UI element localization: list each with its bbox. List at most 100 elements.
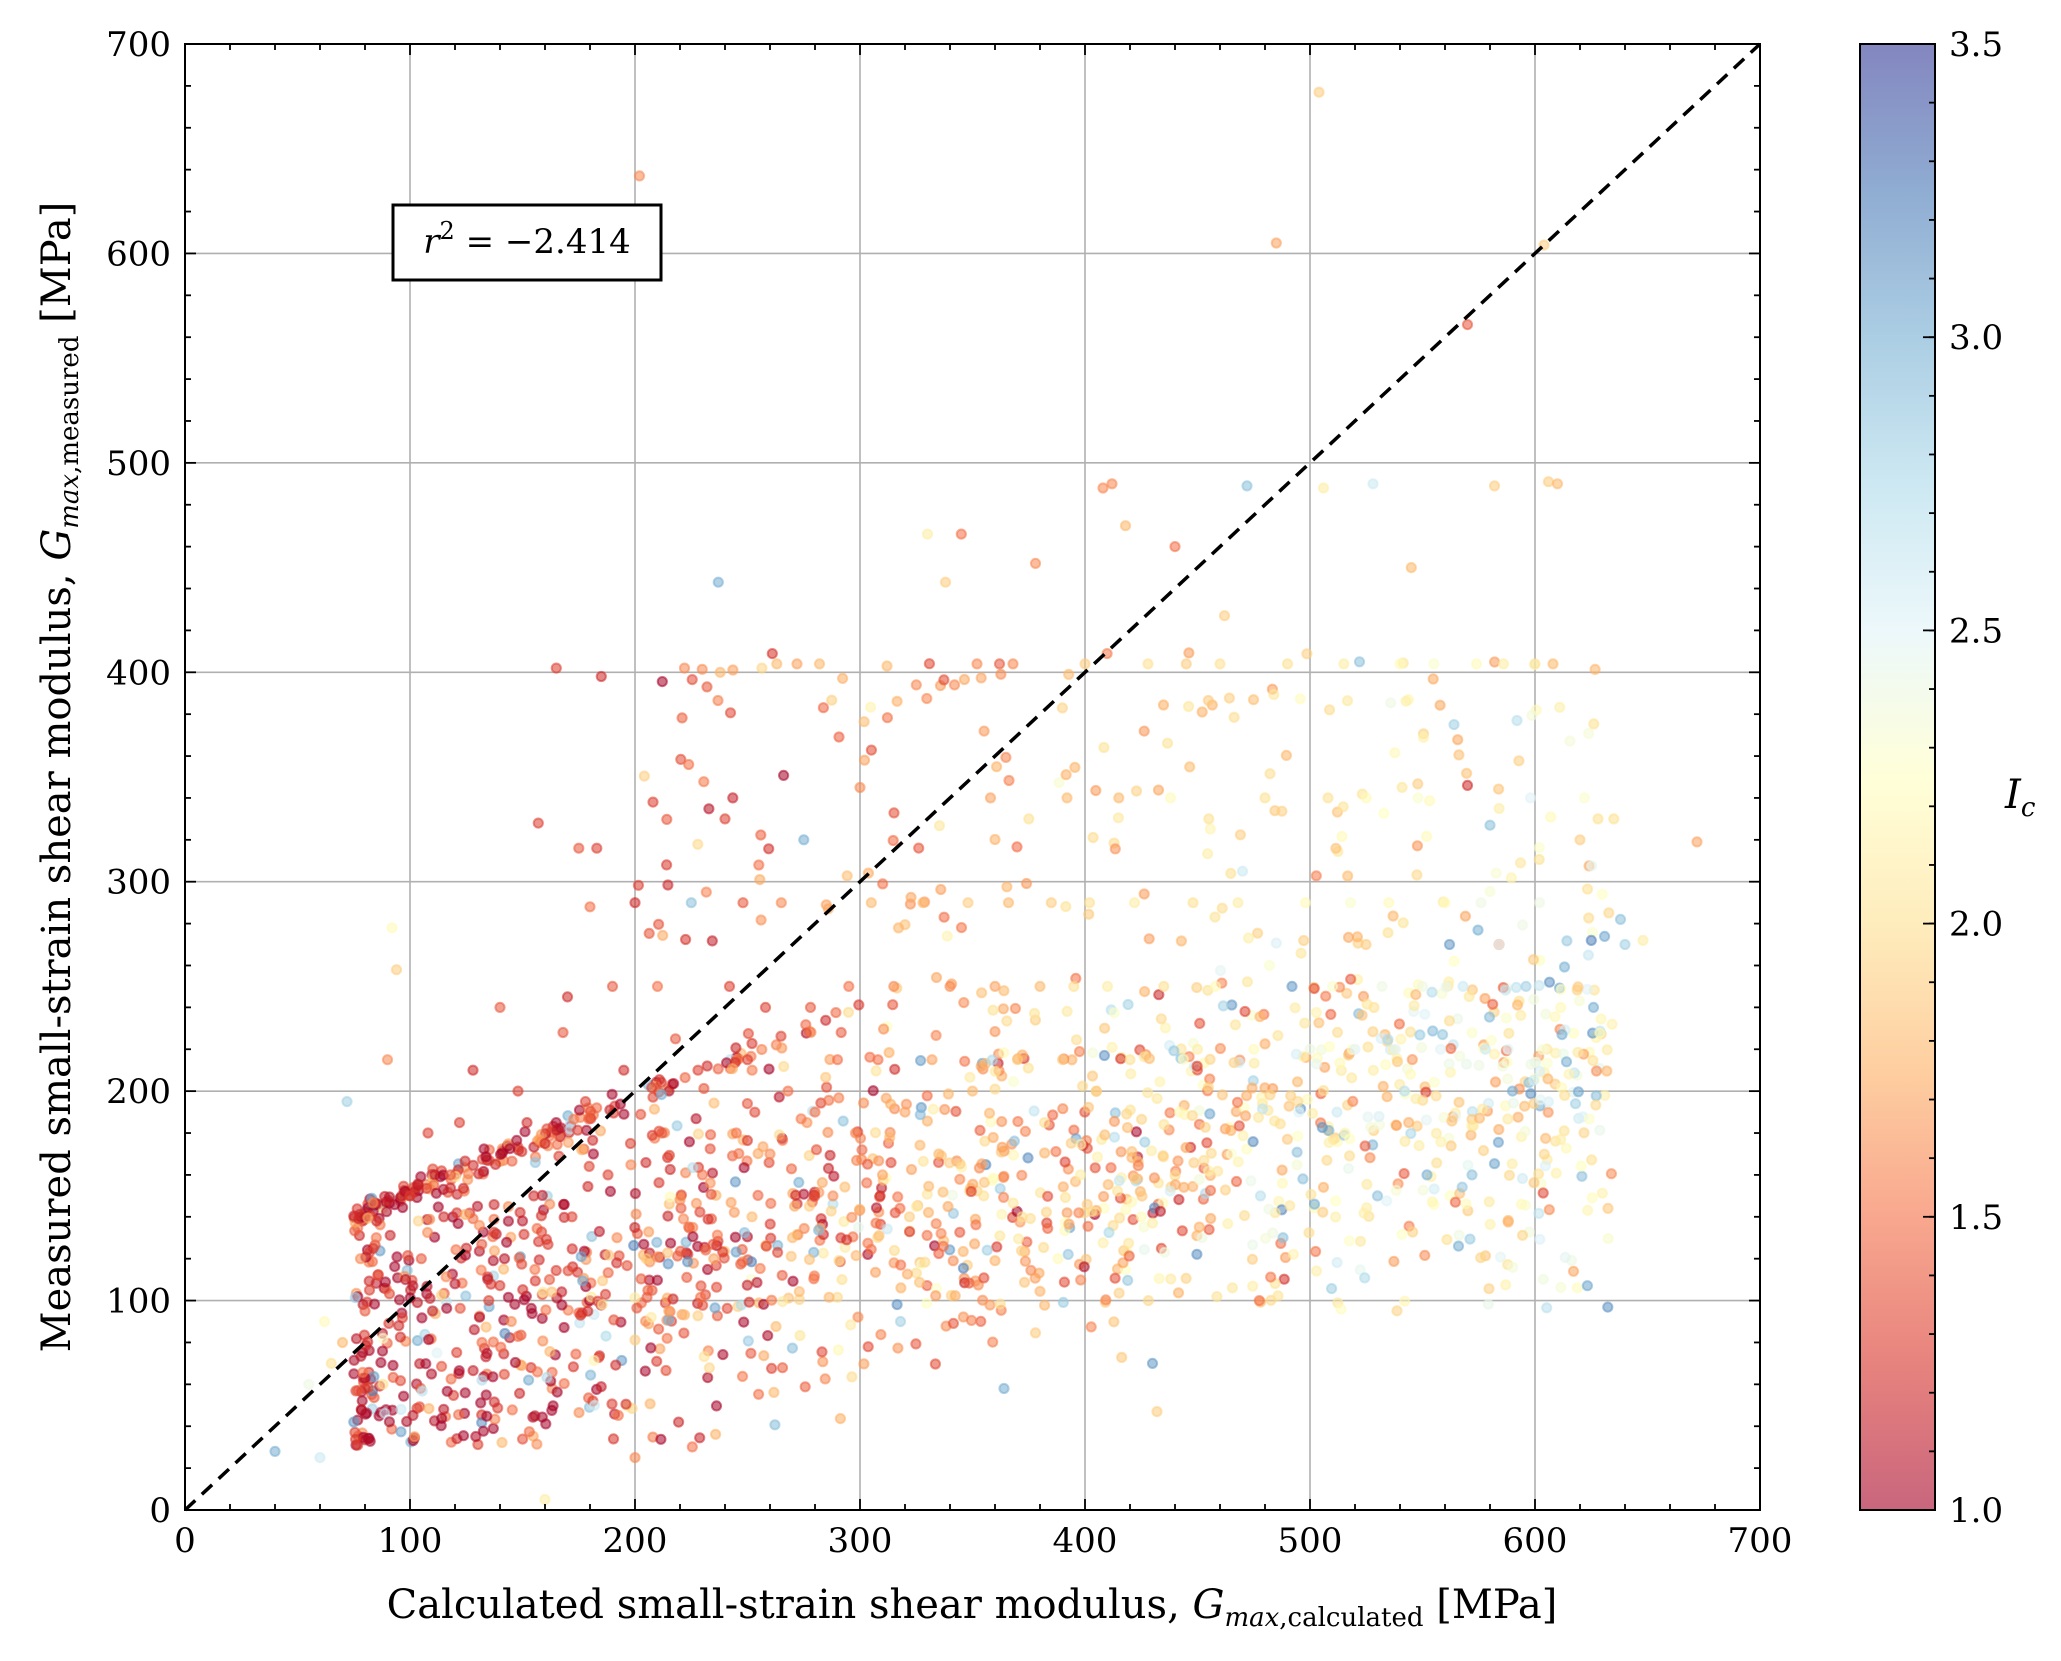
cloud-point xyxy=(1483,1283,1495,1295)
cloud-point xyxy=(1168,1045,1180,1057)
cloud-point xyxy=(1317,1206,1329,1218)
cloud-point xyxy=(606,1088,618,1100)
cloud-point xyxy=(762,1330,774,1342)
cloud-point xyxy=(468,1324,480,1336)
data-point xyxy=(1551,478,1564,490)
data-point xyxy=(363,1284,376,1296)
data-point xyxy=(390,964,403,976)
cloud-point xyxy=(383,1416,395,1428)
cloud-point xyxy=(1537,1187,1549,1199)
cloud-point xyxy=(1113,1175,1125,1187)
cloud-point xyxy=(1452,734,1464,746)
cloud-point xyxy=(1454,1050,1466,1062)
cloud-point xyxy=(454,1302,466,1314)
cloud-point xyxy=(1602,1301,1614,1313)
cloud-point xyxy=(1028,1007,1041,1020)
cloud-point xyxy=(1526,709,1538,722)
cloud-point xyxy=(930,1029,942,1042)
cloud-point xyxy=(729,1176,742,1188)
cloud-point xyxy=(1420,1114,1433,1126)
cloud-point xyxy=(432,1201,444,1213)
cloud-point xyxy=(1108,1131,1121,1143)
cloud-point xyxy=(875,1329,887,1341)
data-point xyxy=(1002,897,1015,909)
data-point xyxy=(1232,897,1244,909)
cloud-point xyxy=(1325,1008,1337,1021)
cloud-point xyxy=(435,1289,448,1301)
cloud-point xyxy=(1576,1170,1588,1182)
cloud-point xyxy=(1533,979,1545,992)
cloud-point xyxy=(880,1092,892,1104)
cloud-point xyxy=(1500,1279,1512,1291)
cloud-point xyxy=(1448,955,1460,967)
cloud-point xyxy=(696,663,708,675)
cloud-point xyxy=(1460,1198,1472,1210)
cloud-point xyxy=(1120,1204,1132,1216)
cloud-point xyxy=(1466,1027,1478,1039)
cloud-point xyxy=(1473,1112,1486,1124)
cloud-point xyxy=(1290,1048,1302,1060)
cloud-point xyxy=(778,1060,790,1073)
cloud-point xyxy=(690,1113,702,1125)
cloud-point xyxy=(1427,673,1439,685)
cloud-point xyxy=(1225,867,1237,880)
cloud-point xyxy=(758,1350,770,1362)
data-point xyxy=(528,1190,540,1202)
cloud-point xyxy=(1443,1058,1455,1070)
cloud-point xyxy=(625,1159,637,1171)
data-point xyxy=(820,899,832,911)
cloud-point xyxy=(1463,990,1475,1003)
cloud-point xyxy=(1117,1257,1129,1269)
cloud-point xyxy=(996,1116,1008,1128)
cloud-point xyxy=(1594,1124,1606,1136)
data-point xyxy=(1270,237,1282,249)
cloud-point xyxy=(476,1238,488,1250)
cloud-point xyxy=(1204,1053,1216,1066)
data-point xyxy=(453,1117,466,1129)
cloud-point xyxy=(1514,857,1527,869)
cloud-point xyxy=(1248,1057,1260,1069)
cloud-point xyxy=(1057,1103,1069,1115)
cloud-point xyxy=(1453,749,1465,761)
cloud-point xyxy=(683,1136,696,1148)
cloud-point xyxy=(362,1212,374,1224)
cloud-point xyxy=(480,1321,492,1333)
cloud-point xyxy=(823,1094,835,1106)
cloud-point xyxy=(391,1251,403,1263)
cloud-point xyxy=(1572,1046,1584,1058)
data-point xyxy=(741,1054,754,1066)
cloud-point xyxy=(586,1230,598,1243)
cloud-point xyxy=(955,922,968,934)
cloud-point xyxy=(1406,1054,1418,1066)
cloud-point xyxy=(1602,1233,1614,1245)
data-point xyxy=(370,1232,382,1244)
cloud-point xyxy=(1543,976,1556,988)
cloud-point xyxy=(1320,990,1332,1002)
cloud-point xyxy=(1581,1280,1594,1292)
cloud-point xyxy=(1193,1173,1205,1186)
cloud-point xyxy=(1489,656,1501,668)
cloud-point xyxy=(970,1219,982,1231)
cloud-point xyxy=(485,1278,497,1290)
cloud-point xyxy=(645,1311,657,1323)
cloud-point xyxy=(1223,692,1236,704)
cloud-point xyxy=(877,878,889,890)
cloud-point xyxy=(1186,1109,1198,1122)
cloud-point xyxy=(529,1275,541,1287)
cloud-point xyxy=(919,1256,931,1268)
cloud-point xyxy=(1497,1060,1509,1072)
data-point xyxy=(483,1295,495,1307)
data-point xyxy=(1209,980,1222,993)
cloud-point xyxy=(1317,1085,1330,1097)
data-point xyxy=(386,922,398,934)
cloud-point xyxy=(372,1269,384,1281)
data-point xyxy=(408,1431,421,1443)
cloud-point xyxy=(746,1064,758,1076)
cloud-point xyxy=(1411,840,1424,852)
cloud-point xyxy=(1180,1272,1192,1285)
cloud-point xyxy=(921,1229,933,1242)
cloud-point xyxy=(1554,701,1566,713)
cloud-point xyxy=(935,1227,947,1240)
cloud-point xyxy=(638,1238,650,1250)
cloud-point xyxy=(536,1226,548,1238)
